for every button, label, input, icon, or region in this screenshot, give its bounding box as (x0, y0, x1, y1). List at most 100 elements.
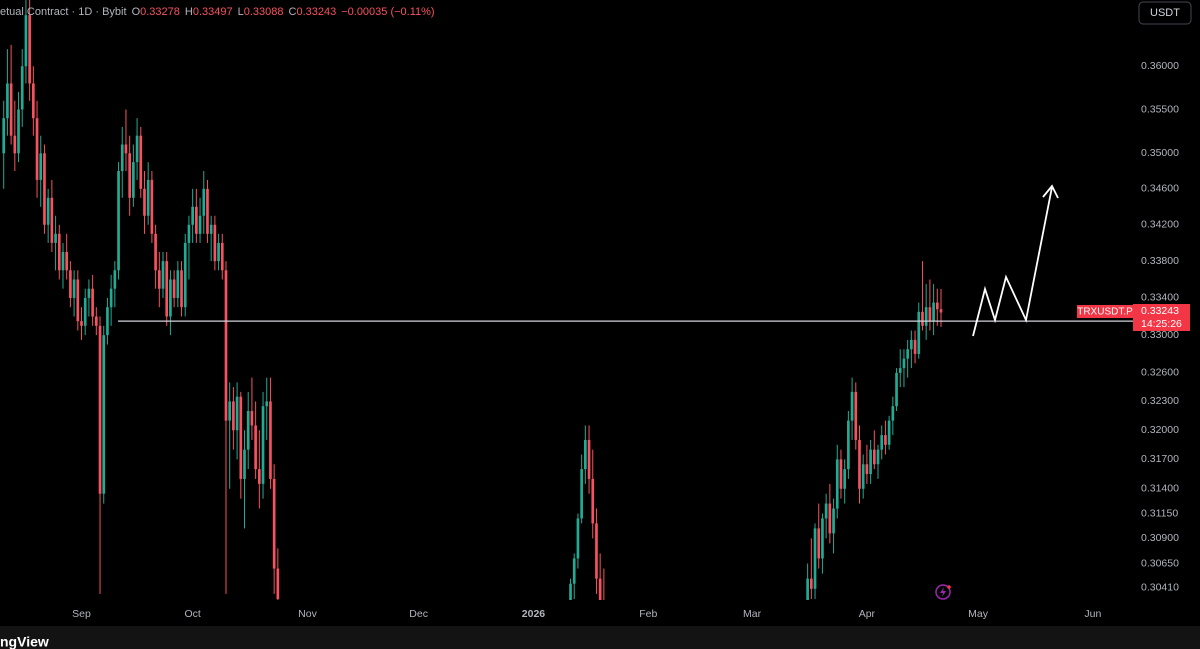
arrow-head (1042, 184, 1059, 199)
candle-body (276, 568, 280, 599)
candle-body (821, 518, 824, 559)
ohlc-label: L (238, 6, 244, 18)
candle-body (195, 206, 198, 234)
plot-area (2, 0, 943, 600)
candle-body (169, 279, 172, 317)
candle-body (206, 188, 209, 234)
candle-body (569, 583, 572, 600)
y-tick-label: 0.35500 (1141, 103, 1179, 115)
candle-body (580, 469, 583, 519)
candle-body (887, 420, 891, 445)
x-tick-label: Sep (72, 608, 91, 620)
candle-body (902, 358, 906, 369)
candle-body (935, 302, 939, 310)
candle-body (906, 349, 909, 359)
axes: 0.36000 0.35500 0.35000 0.34600 0.34200 0.338… (72, 60, 1179, 620)
symbol-tag (1077, 305, 1133, 318)
candle-body (165, 261, 169, 317)
candle-body (876, 449, 880, 465)
candle-body (117, 171, 120, 271)
candle-body (224, 270, 228, 421)
y-tick-label: 0.36000 (1141, 60, 1179, 72)
candle-body (813, 528, 817, 589)
candle-body (150, 179, 154, 234)
candle-body (217, 242, 220, 262)
candle-body (83, 297, 87, 326)
y-tick-label: 0.32600 (1141, 367, 1179, 379)
candle-body (921, 311, 924, 326)
candle-body (135, 135, 139, 163)
candle-body (847, 420, 850, 470)
countdown: 14:25:26 (1141, 318, 1182, 330)
candle-body (824, 503, 828, 519)
candle-body (843, 469, 847, 489)
candle-body (209, 224, 213, 234)
candle-body (50, 197, 54, 243)
y-tick-label: 0.34200 (1141, 219, 1179, 231)
alert-icon[interactable] (935, 584, 951, 600)
candle-body (132, 162, 135, 198)
candle-body (28, 15, 31, 84)
header-title: etual Contract · 1D · Bybit (0, 6, 127, 18)
candle-body (872, 449, 876, 465)
symbol-tag-text: TRXUSDT.P (1077, 307, 1133, 318)
candle-body (246, 411, 250, 450)
candle-body (595, 523, 598, 579)
candle-body (109, 288, 113, 308)
candle-body (861, 464, 865, 489)
alert-dot (947, 585, 951, 589)
candle-body (891, 406, 895, 421)
candle-body (6, 83, 9, 119)
candle-body (57, 233, 61, 271)
logo[interactable]: ngView (0, 634, 49, 649)
x-tick-label: May (968, 608, 989, 620)
y-tick-label: 0.32000 (1141, 424, 1179, 436)
candle-body (106, 307, 109, 336)
candle-body (850, 391, 854, 421)
candle-body (161, 261, 165, 289)
y-tick-label: 0.30650 (1141, 557, 1179, 569)
y-tick-label: 0.35000 (1141, 147, 1179, 159)
candle-body (2, 118, 6, 154)
y-tick-label: 0.30410 (1141, 582, 1179, 594)
candle-body (865, 464, 869, 475)
ohlc-value: 0.33088 (244, 6, 284, 18)
ohlc-value: 0.33243 (296, 6, 336, 18)
candle-body (72, 279, 76, 298)
candle-body (172, 279, 176, 298)
candle-body (91, 288, 94, 317)
candle-body (243, 449, 246, 479)
candle-body (269, 401, 272, 479)
candle-body (809, 578, 813, 589)
candle-body (39, 153, 43, 180)
x-tick-label: Nov (298, 608, 317, 620)
candle-body (880, 435, 884, 450)
candle-body (869, 449, 872, 475)
candle-body (157, 270, 161, 289)
y-tick-label: 0.33400 (1141, 292, 1179, 304)
y-tick-label: 0.32300 (1141, 395, 1179, 407)
candle-body (272, 478, 276, 569)
price-label-text: 0.33243 (1141, 305, 1179, 317)
candle-body (69, 270, 72, 298)
candle-body (24, 15, 28, 67)
header: etual Contract · 1D · Bybit O0.33278 H0.33… (0, 6, 435, 18)
candle-body (235, 396, 239, 431)
candle-body (261, 406, 265, 484)
change: −0.00035 (−0.11%) (341, 6, 434, 18)
candle-body (917, 311, 921, 354)
x-tick-label: Oct (184, 608, 200, 620)
candle-body (128, 153, 131, 198)
currency-label[interactable]: USDT (1150, 7, 1180, 19)
footer (0, 626, 1200, 649)
currency-button[interactable] (1138, 1, 1192, 25)
candle-body (113, 270, 117, 289)
candle-body (858, 439, 861, 489)
candle-body (13, 135, 17, 154)
candle-body (265, 401, 269, 407)
candle-body (87, 288, 91, 298)
candle-body (828, 503, 832, 534)
x-tick-label: 2026 (522, 608, 546, 620)
